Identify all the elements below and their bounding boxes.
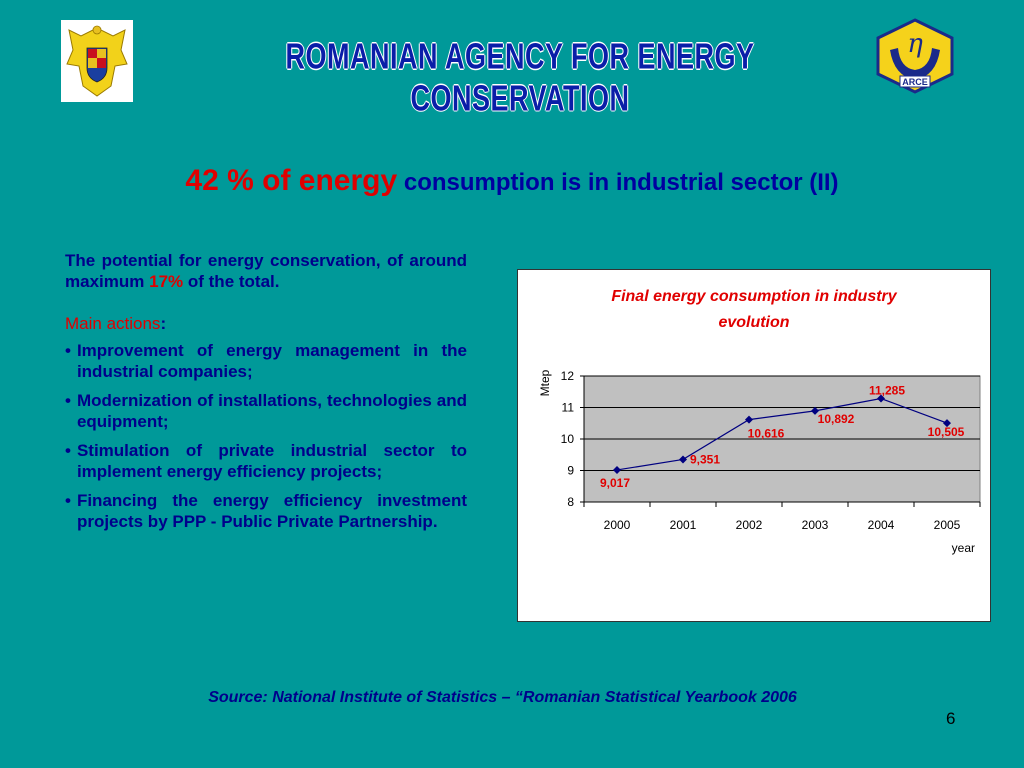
data-label: 11,285 bbox=[869, 384, 905, 398]
data-point bbox=[679, 455, 687, 464]
slide-title-rest: consumption is in industrial sector (II) bbox=[403, 169, 839, 196]
y-tick-label: 9 bbox=[567, 464, 574, 478]
line-chart: Final energy consumption in industry evo… bbox=[538, 288, 981, 555]
x-axis-label: year bbox=[952, 541, 975, 555]
slide-title: 42 % of energy consumption is in industr… bbox=[0, 164, 1024, 198]
data-label: 9,351 bbox=[690, 452, 720, 466]
data-point bbox=[811, 406, 819, 415]
arce-logo: η ARCE bbox=[872, 18, 958, 94]
chart-title-line-1: Final energy consumption in industry bbox=[611, 288, 897, 305]
page-number: 6 bbox=[946, 709, 956, 728]
chart-container: Final energy consumption in industry evo… bbox=[517, 269, 991, 622]
y-tick-label: 12 bbox=[561, 369, 575, 383]
main-actions-heading: Main actions: bbox=[65, 314, 167, 333]
x-tick-label: 2001 bbox=[670, 518, 697, 532]
x-tick-label: 2000 bbox=[604, 518, 631, 532]
action-bullet: • Modernization of installations, technol… bbox=[65, 391, 467, 431]
y-axis-label: Mtep bbox=[538, 369, 552, 396]
y-tick-label: 10 bbox=[561, 432, 575, 446]
body-text: The potential for energy conservation, o… bbox=[65, 250, 467, 532]
y-tick-label: 8 bbox=[567, 495, 574, 509]
action-bullet: • Improvement of energy management in the… bbox=[65, 341, 467, 381]
data-point bbox=[613, 465, 621, 474]
series-line bbox=[616, 397, 948, 471]
x-tick-label: 2005 bbox=[934, 518, 961, 532]
data-label: 10,505 bbox=[928, 425, 965, 439]
intro-paragraph: The potential for energy conservation, o… bbox=[65, 251, 467, 291]
action-bullet: • Financing the energy efficiency investm… bbox=[65, 491, 467, 531]
action-bullet: • Stimulation of private industrial secto… bbox=[65, 441, 467, 481]
eta-symbol: η bbox=[907, 29, 923, 59]
data-point bbox=[943, 419, 951, 428]
data-point bbox=[877, 394, 885, 403]
agency-title: ROMANIAN AGENCY FOR ENERGY CONSERVATION bbox=[285, 36, 755, 119]
data-label: 10,616 bbox=[748, 427, 785, 441]
data-label: 9,017 bbox=[600, 476, 630, 490]
data-point bbox=[745, 415, 753, 424]
chart-title-line-2: evolution bbox=[718, 314, 789, 331]
x-tick-label: 2002 bbox=[736, 518, 763, 532]
source-citation: Source: National Institute of Statistics… bbox=[208, 689, 797, 706]
arce-label: ARCE bbox=[902, 77, 928, 87]
coat-of-arms-logo bbox=[61, 20, 133, 102]
x-tick-label: 2003 bbox=[802, 518, 829, 532]
intro-highlight: 17% bbox=[149, 272, 184, 291]
slide-title-highlight: 42 % of energy bbox=[185, 164, 398, 197]
data-label: 10,892 bbox=[818, 412, 855, 426]
x-tick-label: 2004 bbox=[868, 518, 895, 532]
y-tick-label: 11 bbox=[562, 401, 575, 415]
